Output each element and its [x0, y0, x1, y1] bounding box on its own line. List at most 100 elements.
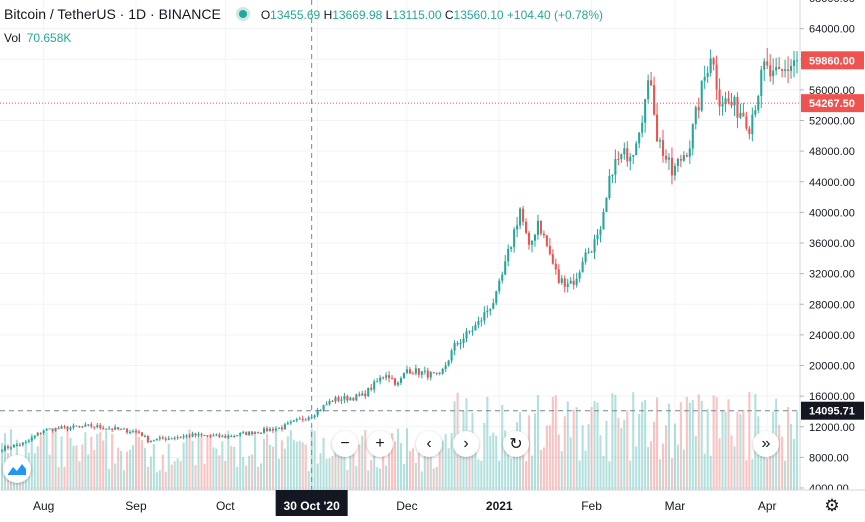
reset-chart-button[interactable]: ↻: [503, 431, 529, 457]
candle-body: [408, 369, 411, 374]
low-value: 13115.00: [392, 8, 442, 22]
volume-bar: [373, 440, 376, 490]
candle-body: [155, 438, 158, 441]
scroll-right-button[interactable]: ›: [453, 431, 479, 457]
symbol-title[interactable]: Bitcoin / TetherUS · 1D · BINANCE: [4, 6, 221, 22]
candle-body: [123, 428, 126, 430]
volume-bar: [182, 442, 185, 490]
candle-body: [307, 417, 310, 420]
volume-bar: [218, 455, 221, 490]
volume-bar: [635, 446, 638, 490]
candle-body: [200, 433, 203, 436]
volume-bar: [667, 403, 671, 490]
volume-bar: [721, 410, 724, 490]
candle-body: [382, 377, 385, 379]
candle-body: [134, 431, 138, 433]
price-axis[interactable]: 68000.0064000.0060000.0056000.0052000.00…: [799, 0, 865, 495]
volume-bar: [388, 444, 391, 490]
candle-body: [530, 240, 534, 245]
volume-bar: [617, 417, 620, 490]
tradingview-logo-icon[interactable]: [3, 455, 31, 483]
volume-bar: [429, 451, 432, 490]
candle-body: [480, 320, 483, 322]
candle-body: [283, 424, 286, 430]
volume-bar: [489, 435, 492, 490]
candle-body: [757, 96, 760, 111]
volume-bar: [334, 450, 337, 490]
last-price-label: 59860.00: [809, 55, 855, 67]
candle-body: [277, 427, 280, 429]
candle-body: [536, 220, 539, 235]
volume-bar: [123, 470, 126, 490]
candle-body: [444, 365, 447, 369]
settings-gear-icon[interactable]: ⚙: [824, 496, 840, 515]
volume-bar: [676, 444, 679, 490]
candle-body: [468, 331, 471, 333]
volume-bar: [706, 409, 709, 490]
candle-body: [75, 425, 78, 427]
candle-body: [465, 331, 468, 339]
candle-body: [24, 441, 27, 443]
candle-body: [489, 308, 492, 311]
zoom-in-button[interactable]: +: [367, 431, 393, 457]
volume-bar: [376, 467, 379, 490]
volume-bar: [209, 434, 212, 490]
volume-bar: [176, 458, 179, 490]
candle-body: [611, 174, 614, 176]
low-label: L: [385, 8, 393, 22]
candle-body: [423, 370, 426, 372]
volume-bar: [769, 435, 772, 490]
volume-bar: [712, 395, 715, 490]
candle-body: [373, 381, 376, 390]
candle-body: [271, 428, 274, 431]
volume-bar: [417, 453, 420, 490]
candle-body: [653, 85, 656, 115]
candle-body: [513, 229, 516, 248]
candle-body: [647, 80, 650, 100]
candle-body: [477, 321, 480, 326]
volume-bar: [179, 461, 182, 490]
volume-bar: [81, 444, 84, 490]
candle-body: [18, 444, 21, 446]
candle-body: [289, 421, 292, 424]
candle-body: [778, 66, 781, 70]
volume-bar: [658, 459, 662, 490]
volume-bar: [525, 461, 528, 490]
candle-body: [724, 98, 727, 105]
volume-bar: [664, 425, 668, 490]
candle-body: [694, 107, 697, 125]
candle-body: [331, 400, 334, 402]
zoom-out-button[interactable]: −: [332, 431, 358, 457]
candle-body: [0, 450, 4, 452]
time-axis[interactable]: Aug Sep Oct 30 Oct '20 Dec 2021 Feb Mar Apr: [0, 489, 865, 522]
volume-bar: [590, 407, 593, 490]
candle-body: [784, 69, 787, 71]
volume-bar: [691, 399, 694, 490]
candle-body: [6, 446, 9, 448]
crosshair-date-bg: [275, 490, 348, 516]
volume-bar: [328, 458, 331, 490]
candle-body: [131, 431, 135, 433]
volume-bar: [620, 428, 623, 490]
candle-body: [42, 430, 45, 434]
candle-body: [268, 428, 272, 432]
volume-bar: [99, 432, 102, 490]
volume-bar: [501, 404, 504, 490]
candle-body: [623, 148, 626, 155]
candle-body: [111, 428, 114, 430]
volume-bar: [96, 433, 99, 490]
candle-body: [149, 440, 152, 443]
candle-body: [682, 155, 685, 161]
volume-bar: [361, 435, 364, 490]
scroll-left-button[interactable]: ‹: [416, 431, 442, 457]
candle-body: [676, 159, 679, 166]
candle-body: [691, 124, 694, 149]
price-tick-label: 56000.00: [809, 85, 855, 97]
volume-bar: [599, 435, 602, 490]
candle-body: [667, 157, 671, 160]
scroll-to-realtime-button[interactable]: »: [753, 431, 779, 457]
volume-bar: [423, 432, 426, 490]
price-tick-label: 8000.00: [809, 452, 849, 464]
volume-bar: [352, 442, 355, 490]
